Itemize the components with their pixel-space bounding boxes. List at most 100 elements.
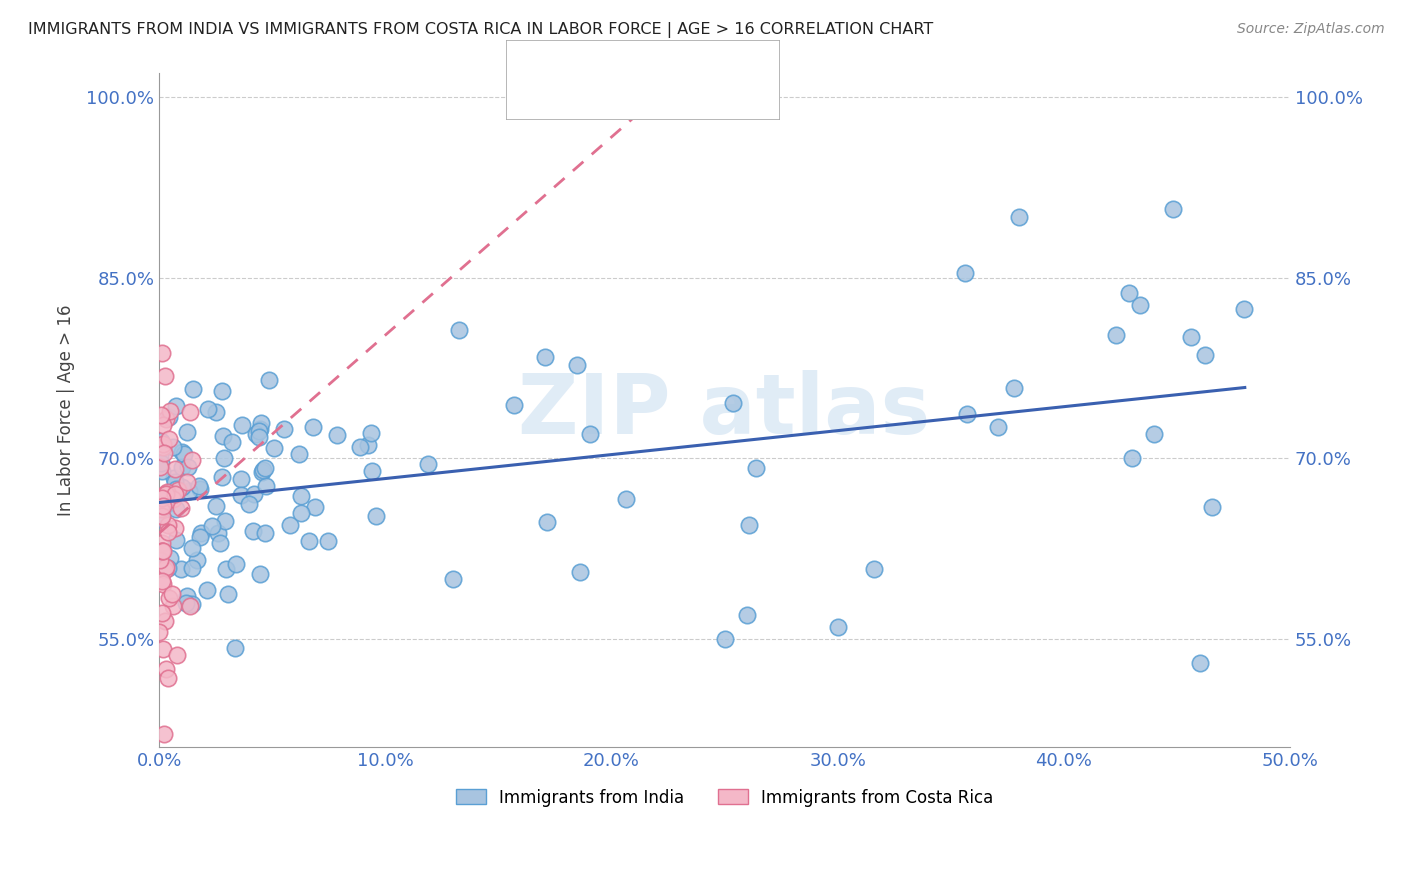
Point	[1188, 656, 1211, 670]
Point	[224, 641, 246, 656]
Point	[177, 460, 200, 475]
Point	[211, 470, 233, 484]
Point	[174, 596, 197, 610]
Point	[149, 553, 172, 567]
Text: 0.219: 0.219	[610, 53, 673, 70]
Y-axis label: In Labor Force | Age > 16: In Labor Force | Age > 16	[58, 304, 75, 516]
Point	[416, 458, 439, 472]
Text: N =: N =	[671, 90, 723, 108]
Point	[263, 442, 285, 456]
Point	[163, 461, 186, 475]
Point	[1118, 285, 1140, 300]
Text: 50: 50	[725, 90, 751, 108]
Point	[231, 418, 253, 433]
Point	[987, 420, 1010, 434]
Point	[212, 429, 235, 443]
Point	[278, 517, 301, 532]
Point	[180, 453, 202, 467]
Point	[713, 632, 735, 646]
Point	[827, 620, 849, 634]
Point	[152, 417, 174, 432]
Point	[157, 671, 180, 685]
Point	[153, 563, 176, 577]
Point	[152, 437, 174, 451]
Point	[163, 521, 186, 535]
FancyBboxPatch shape	[515, 48, 547, 75]
Point	[159, 550, 181, 565]
Point	[155, 614, 177, 628]
Point	[253, 461, 276, 475]
Point	[301, 419, 323, 434]
Point	[190, 526, 212, 541]
Point	[326, 428, 349, 442]
Point	[176, 425, 198, 439]
Point	[201, 519, 224, 533]
Point	[221, 434, 243, 449]
Point	[209, 536, 232, 550]
Point	[614, 491, 637, 506]
Point	[170, 445, 193, 459]
Point	[155, 368, 177, 383]
Point	[288, 447, 311, 461]
Point	[156, 517, 179, 532]
Point	[569, 565, 592, 579]
Point	[357, 438, 380, 452]
Text: 0.208: 0.208	[610, 90, 673, 108]
Point	[218, 586, 240, 600]
Point	[250, 417, 273, 431]
Point	[195, 582, 218, 597]
Point	[304, 500, 326, 515]
Point	[155, 663, 177, 677]
Point	[167, 483, 190, 497]
Point	[155, 486, 177, 500]
Point	[252, 463, 274, 477]
Point	[150, 544, 173, 558]
FancyBboxPatch shape	[506, 40, 780, 120]
Point	[181, 382, 204, 396]
Point	[316, 534, 339, 549]
Point	[1143, 427, 1166, 442]
FancyBboxPatch shape	[515, 86, 547, 112]
Point	[155, 560, 177, 574]
Point	[579, 427, 602, 442]
Point	[165, 483, 187, 497]
Point	[211, 384, 233, 398]
Point	[150, 491, 173, 506]
Point	[152, 346, 174, 360]
Point	[149, 450, 172, 464]
Point	[187, 479, 209, 493]
Point	[149, 460, 172, 475]
Point	[162, 471, 184, 485]
Point	[170, 480, 193, 494]
Point	[162, 599, 184, 613]
Point	[150, 493, 173, 508]
Point	[163, 487, 186, 501]
Point	[152, 641, 174, 656]
Point	[536, 516, 558, 530]
Point	[186, 552, 208, 566]
Point	[176, 589, 198, 603]
Point	[180, 561, 202, 575]
Point	[180, 541, 202, 556]
Point	[150, 434, 173, 449]
Point	[157, 432, 180, 446]
Text: 123: 123	[725, 53, 763, 70]
Point	[257, 373, 280, 387]
Point	[155, 560, 177, 574]
Point	[863, 562, 886, 576]
Point	[149, 502, 172, 516]
Point	[172, 459, 194, 474]
Point	[205, 405, 228, 419]
Point	[242, 524, 264, 538]
Point	[745, 461, 768, 475]
Point	[179, 597, 201, 611]
Point	[155, 487, 177, 501]
Point	[247, 430, 270, 444]
Point	[163, 475, 186, 489]
Point	[205, 499, 228, 513]
Point	[1121, 451, 1143, 466]
Point	[503, 398, 526, 412]
Point	[738, 517, 761, 532]
Point	[156, 525, 179, 540]
Point	[1105, 327, 1128, 342]
